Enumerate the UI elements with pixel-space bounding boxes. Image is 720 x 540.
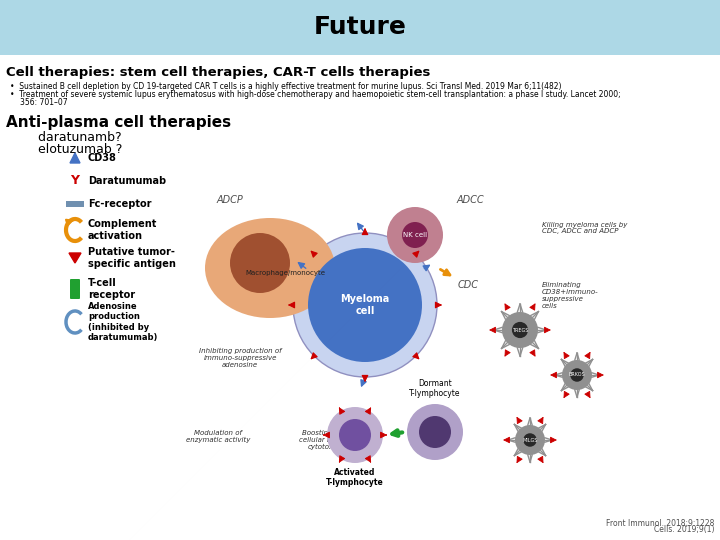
Circle shape bbox=[387, 207, 443, 263]
Text: Front Immunol. 2018;9:1228: Front Immunol. 2018;9:1228 bbox=[606, 519, 714, 528]
Text: Killing myeloma cells by
CDC, ADCC and ADCP: Killing myeloma cells by CDC, ADCC and A… bbox=[542, 221, 627, 234]
Text: 356: 701–07: 356: 701–07 bbox=[20, 98, 68, 107]
FancyBboxPatch shape bbox=[70, 279, 80, 299]
Text: TREGS: TREGS bbox=[512, 327, 528, 333]
Ellipse shape bbox=[205, 218, 335, 318]
Text: Complement
activation: Complement activation bbox=[88, 219, 158, 241]
Circle shape bbox=[293, 233, 437, 377]
Polygon shape bbox=[70, 153, 80, 163]
Circle shape bbox=[515, 425, 545, 455]
Text: Putative tumor-
specific antigen: Putative tumor- specific antigen bbox=[88, 247, 176, 269]
Circle shape bbox=[339, 419, 371, 451]
Text: T-cell
receptor: T-cell receptor bbox=[88, 278, 135, 300]
Text: Eliminating
CD38+immuno-
suppressive
cells: Eliminating CD38+immuno- suppressive cel… bbox=[542, 281, 598, 308]
FancyBboxPatch shape bbox=[66, 201, 84, 207]
Text: CD38: CD38 bbox=[88, 153, 117, 163]
Text: daratunamb?: daratunamb? bbox=[6, 131, 122, 144]
Text: Daratumumab: Daratumumab bbox=[88, 176, 166, 186]
Text: Macrophage/monocyte: Macrophage/monocyte bbox=[245, 270, 325, 276]
Text: MILGS: MILGS bbox=[522, 437, 538, 442]
Circle shape bbox=[419, 416, 451, 448]
Text: BRKOS: BRKOS bbox=[569, 373, 585, 377]
Text: NK cell: NK cell bbox=[403, 232, 427, 238]
Text: Fc-receptor: Fc-receptor bbox=[88, 199, 151, 209]
Circle shape bbox=[402, 222, 428, 248]
Circle shape bbox=[570, 368, 584, 382]
Text: Boosting intra-
cellular NAD and
cytotoxicity: Boosting intra- cellular NAD and cytotox… bbox=[299, 430, 357, 450]
FancyBboxPatch shape bbox=[0, 0, 720, 55]
Text: CDC: CDC bbox=[457, 280, 479, 290]
Circle shape bbox=[407, 404, 463, 460]
Circle shape bbox=[230, 233, 290, 293]
Text: Dormant
T-lymphocyte: Dormant T-lymphocyte bbox=[409, 379, 461, 398]
Circle shape bbox=[308, 248, 422, 362]
Text: Cell therapies: stem cell therapies, CAR-T cells therapies: Cell therapies: stem cell therapies, CAR… bbox=[6, 66, 431, 79]
Text: Myeloma
cell: Myeloma cell bbox=[341, 294, 390, 316]
Text: Activated
T-lymphocyte: Activated T-lymphocyte bbox=[326, 468, 384, 488]
Polygon shape bbox=[69, 253, 81, 263]
Circle shape bbox=[523, 433, 536, 447]
Text: Inhibiting production of
immuno-suppressive
adenosine: Inhibiting production of immuno-suppress… bbox=[199, 348, 282, 368]
Text: ADCP: ADCP bbox=[217, 195, 243, 205]
Text: Anti-plasma cell therapies: Anti-plasma cell therapies bbox=[6, 115, 231, 130]
Text: Modulation of
enzymatic activity: Modulation of enzymatic activity bbox=[186, 430, 250, 443]
Text: ADCC: ADCC bbox=[456, 195, 484, 205]
Circle shape bbox=[502, 312, 538, 348]
Text: Cells. 2019;9(1): Cells. 2019;9(1) bbox=[654, 525, 714, 534]
Text: •  Treatment of severe systemic lupus erythematosus with high-dose chemotherapy : • Treatment of severe systemic lupus ery… bbox=[10, 90, 621, 99]
Circle shape bbox=[327, 407, 383, 463]
Text: Y: Y bbox=[71, 174, 79, 187]
Circle shape bbox=[562, 360, 592, 390]
Text: •  Sustained B cell depletion by CD 19-targeted CAR T cells is a highly effectiv: • Sustained B cell depletion by CD 19-ta… bbox=[10, 82, 562, 91]
Text: Future: Future bbox=[314, 16, 406, 39]
Text: Adenosine
production
(inhibited by
daratumumab): Adenosine production (inhibited by darat… bbox=[88, 302, 158, 342]
Text: elotuzumab ?: elotuzumab ? bbox=[6, 143, 122, 156]
Circle shape bbox=[512, 322, 528, 338]
